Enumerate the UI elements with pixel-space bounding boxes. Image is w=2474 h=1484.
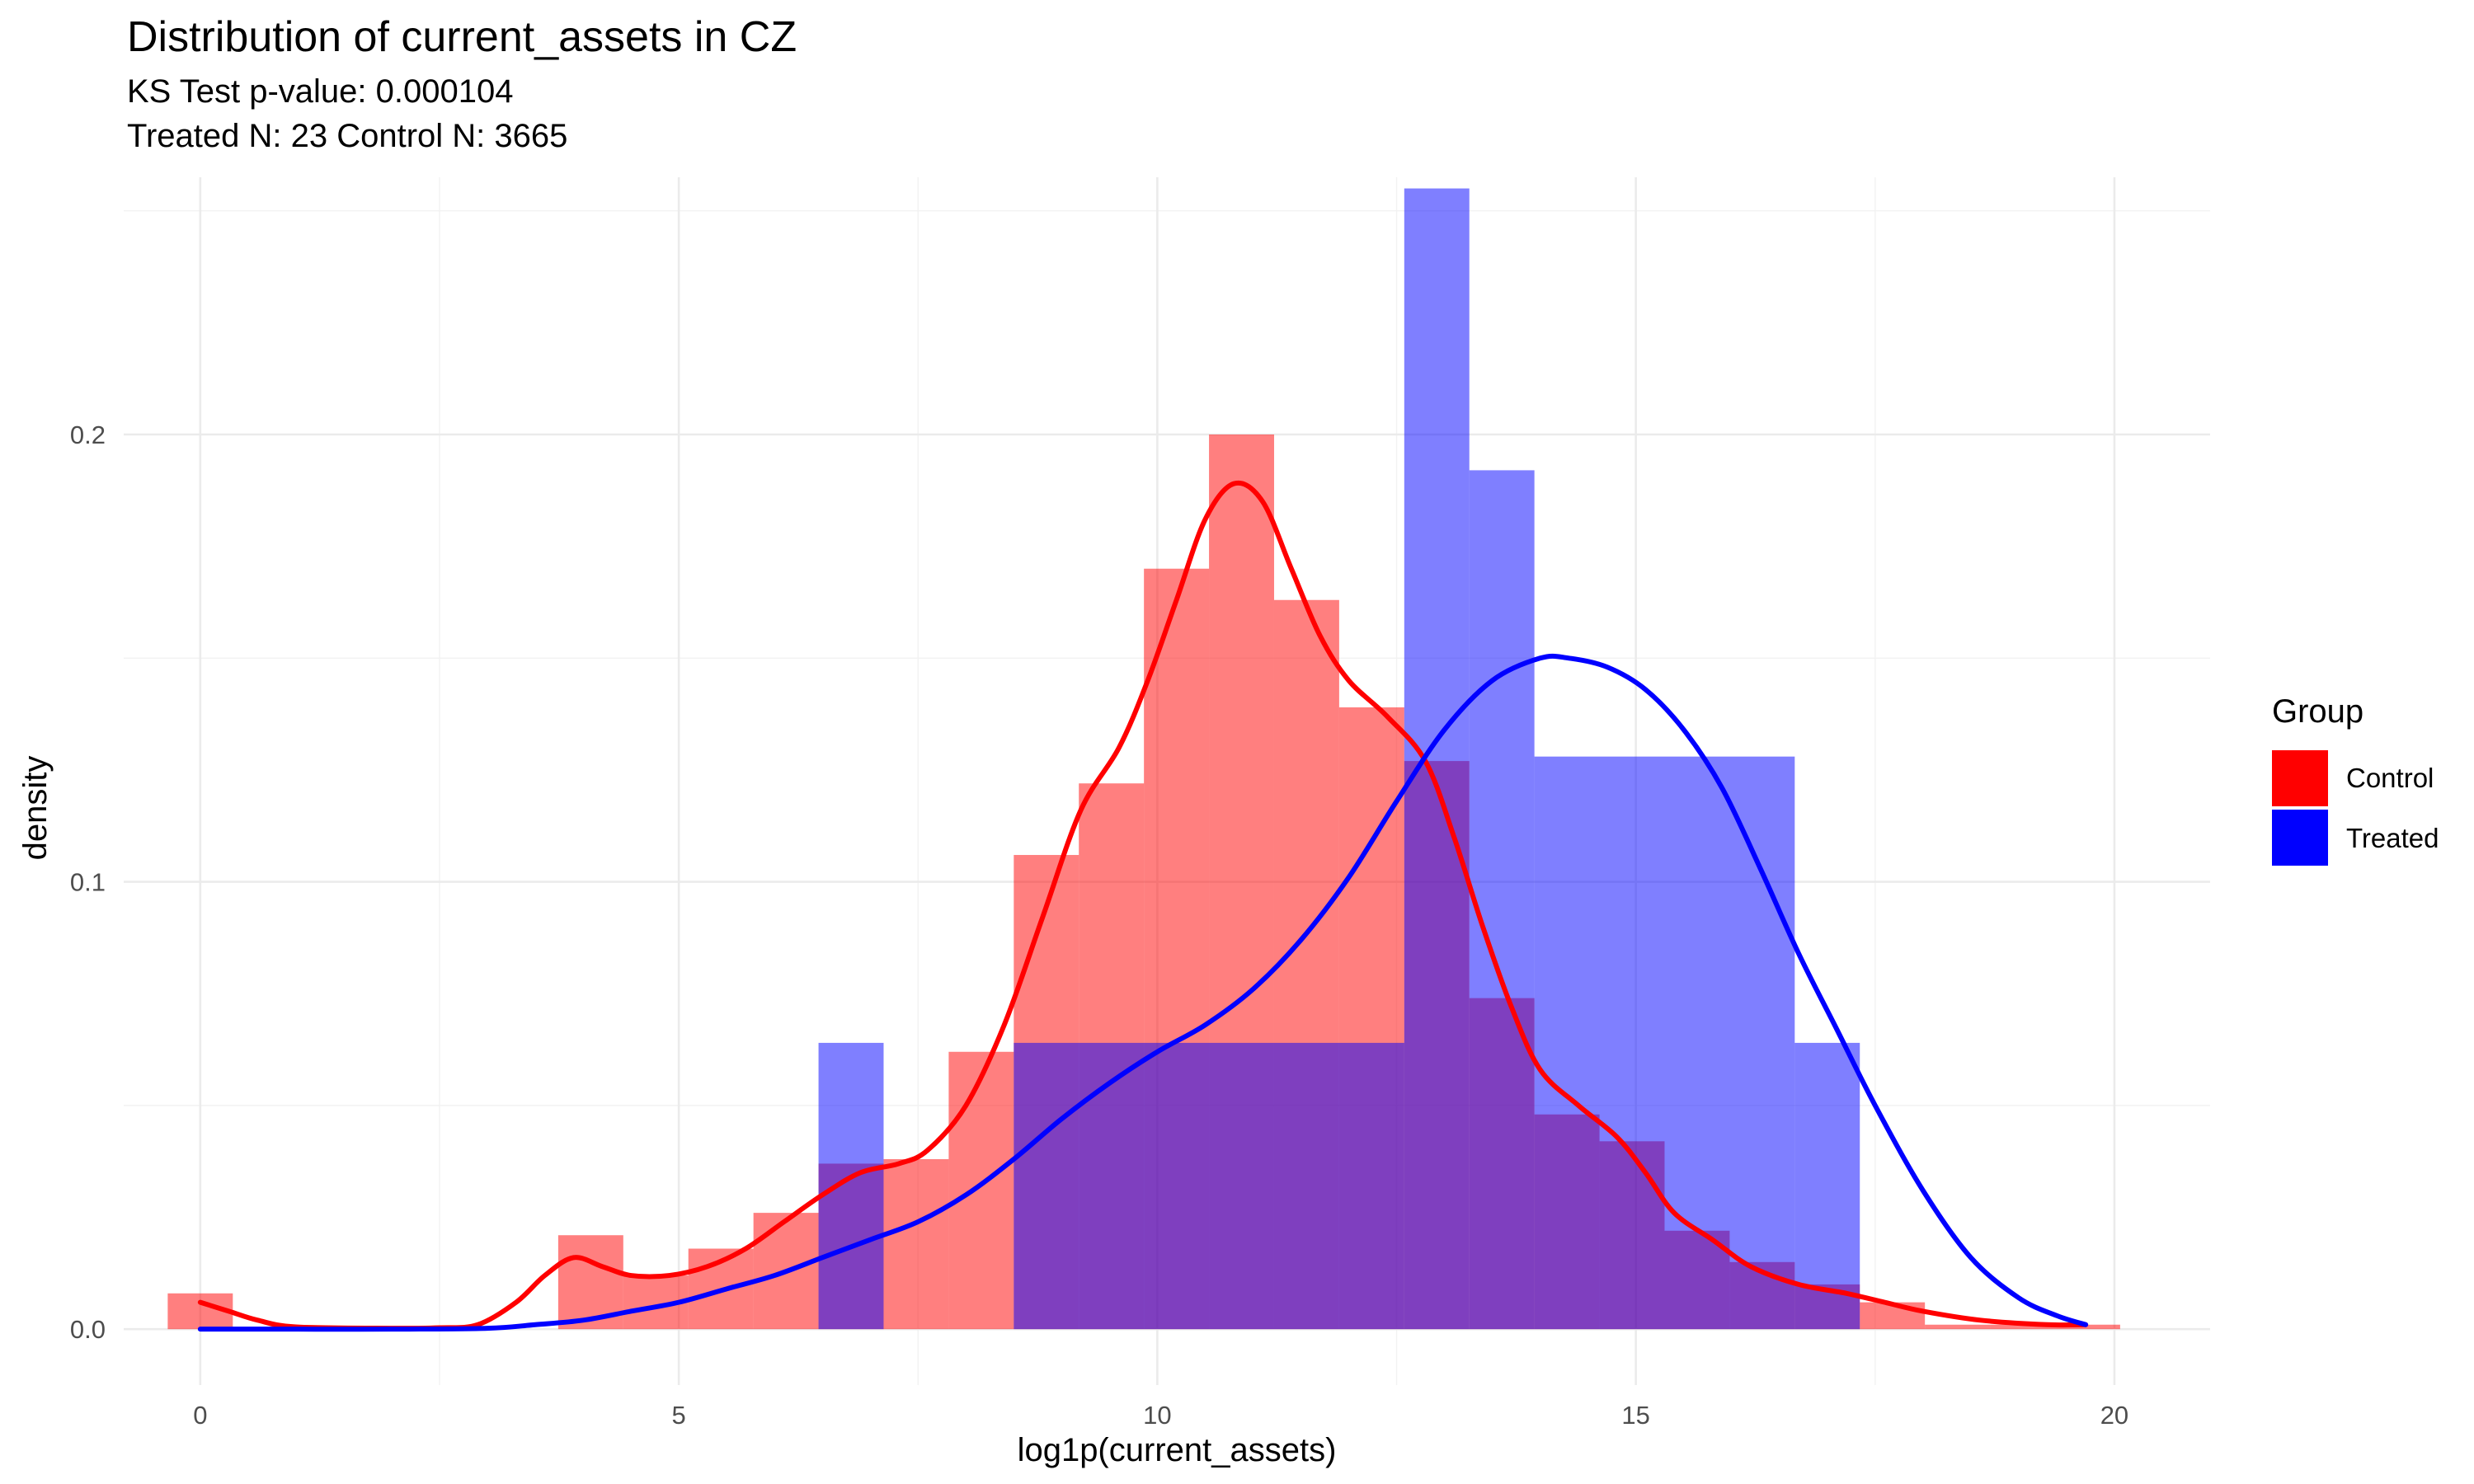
bar-control-21 xyxy=(1860,1302,1926,1330)
x-tick-label-0: 0 xyxy=(193,1401,207,1430)
bar-treated-4 xyxy=(1534,756,1795,1330)
x-tick-label-1: 5 xyxy=(671,1401,685,1430)
y-tick-label-2: 0.2 xyxy=(70,420,106,449)
legend-key-control xyxy=(2272,750,2328,806)
density-curves xyxy=(197,480,2089,1332)
x-tick-label-3: 15 xyxy=(1621,1401,1649,1430)
bar-control-23 xyxy=(1990,1324,2055,1330)
axis-ticks: 0 5 10 15 20 0.0 0.1 0.2 xyxy=(70,420,2128,1430)
density-curve-control xyxy=(197,480,2089,1331)
x-axis-title: log1p(current_assets) xyxy=(1018,1432,1337,1468)
legend-label-treated: Treated xyxy=(2346,823,2439,853)
histogram-bars xyxy=(167,188,2120,1330)
density-curve-treated xyxy=(197,653,2089,1332)
legend-title: Group xyxy=(2272,693,2363,730)
y-tick-label-1: 0.1 xyxy=(70,868,106,897)
x-tick-label-2: 10 xyxy=(1143,1401,1171,1430)
x-tick-label-4: 20 xyxy=(2100,1401,2128,1430)
bar-treated-5 xyxy=(1794,1042,1860,1330)
bar-control-7 xyxy=(948,1051,1014,1330)
chart-subtitle-line-1: KS Test p-value: 0.000104 xyxy=(127,73,513,110)
bar-control-22 xyxy=(1925,1324,1991,1330)
legend-label-control: Control xyxy=(2346,763,2434,793)
legend-key-treated xyxy=(2272,810,2328,866)
bar-treated-1 xyxy=(1014,1042,1404,1330)
y-axis-title: density xyxy=(17,756,54,861)
bar-treated-2 xyxy=(1404,188,1470,1330)
bar-control-24 xyxy=(2054,1324,2120,1330)
legend: Group Control Treated xyxy=(2272,693,2439,866)
chart-title: Distribution of current_assets in CZ xyxy=(127,13,797,61)
chart-subtitle-line-2: Treated N: 23 Control N: 3665 xyxy=(127,118,567,154)
bar-treated-3 xyxy=(1469,470,1535,1330)
bar-treated-0 xyxy=(818,1042,884,1330)
bar-control-6 xyxy=(883,1158,949,1330)
y-tick-label-0: 0.0 xyxy=(70,1315,106,1344)
